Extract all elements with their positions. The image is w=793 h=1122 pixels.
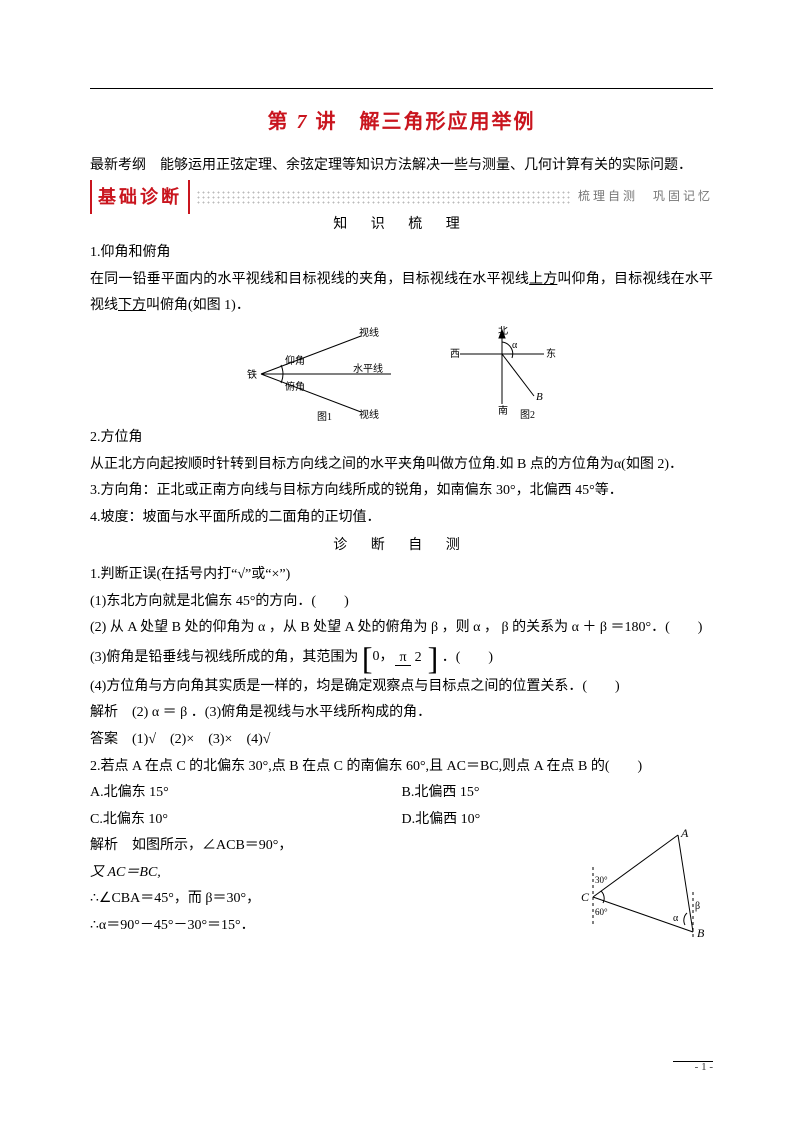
q1-ans: 答案 (1)√ (2)× (3)× (4)√ — [90, 727, 713, 754]
q1-i2: (2) 从 A 处望 B 处的仰角为 α ，从 B 处望 A 处的俯角为 β ，… — [90, 615, 713, 642]
svg-text:视线: 视线 — [359, 326, 379, 339]
section-label: 基础诊断 — [90, 180, 190, 214]
svg-text:南: 南 — [498, 404, 508, 417]
elevation-diagram: 视线 仰角 水平线 俯角 视线 图1 铁 — [241, 326, 411, 421]
svg-text:俯角: 俯角 — [285, 380, 305, 393]
q1-i4: (4)方位角与方向角其实质是一样的，均是确定观察点与目标点之间的位置关系．( ) — [90, 674, 713, 701]
svg-text:水平线: 水平线 — [353, 362, 383, 375]
svg-text:β: β — [695, 901, 700, 912]
subhead-test: 诊 断 自 测 — [90, 533, 713, 560]
intro-paragraph: 最新考纲 能够运用正弦定理、余弦定理等知识方法解决一些与测量、几何计算有关的实际… — [90, 153, 713, 180]
k4: 4.坡度：坡面与水平面所成的二面角的正切值． — [90, 505, 713, 532]
bearing-diagram: 北 西 东 南 B α 图2 — [442, 326, 562, 421]
svg-text:α: α — [673, 913, 679, 924]
q2-sol2: 又 AC＝BC, — [90, 860, 520, 887]
interval-expr: [0， π2 ] — [362, 642, 438, 674]
svg-text:北: 北 — [498, 326, 508, 337]
svg-text:C: C — [581, 890, 590, 904]
q2-sol1: 解析 如图所示，∠ACB＝90°， — [90, 833, 520, 860]
q1-i1: (1)东北方向就是北偏东 45°的方向．( ) — [90, 589, 713, 616]
section-right: 梳理自测 巩固记忆 — [578, 185, 713, 208]
svg-text:东: 东 — [546, 347, 556, 360]
q1-exp: 解析 (2) α ＝ β ．(3)俯角是视线与水平线所构成的角． — [90, 700, 713, 727]
svg-text:30°: 30° — [595, 875, 608, 885]
q2-sol3: ∴∠CBA＝45°，而 β＝30°， — [90, 886, 520, 913]
page-title: 第 7 讲 解三角形应用举例 — [90, 103, 713, 141]
q2-opts-row1: A.北偏东 15° B.北偏西 15° — [90, 780, 713, 807]
k1-body: 在同一铅垂平面内的水平视线和目标视线的夹角，目标视线在水平视线上方叫仰角，目标视… — [90, 267, 713, 320]
k2-head: 2.方位角 — [90, 425, 713, 452]
q2-stem: 2.若点 A 在点 C 的北偏东 30°,点 B 在点 C 的南偏东 60°,且… — [90, 754, 713, 781]
svg-text:图2: 图2 — [520, 409, 535, 421]
dots-filler — [196, 190, 570, 204]
svg-text:视线: 视线 — [359, 408, 379, 421]
opt-a: A.北偏东 15° — [90, 780, 402, 807]
diagram-row: 视线 仰角 水平线 俯角 视线 图1 铁 北 西 东 南 B α 图2 — [90, 326, 713, 421]
opt-c: C.北偏东 10° — [90, 807, 402, 834]
k2-body: 从正北方向起按顺时针转到目标方向线之间的水平夹角叫做方位角.如 B 点的方位角为… — [90, 452, 713, 479]
q1-head: 1.判断正误(在括号内打“√”或“×”) — [90, 562, 713, 589]
svg-text:铁: 铁 — [247, 368, 257, 381]
svg-text:α: α — [512, 340, 518, 351]
svg-text:西: 西 — [450, 349, 460, 360]
svg-text:仰角: 仰角 — [285, 355, 305, 367]
opt-b: B.北偏西 15° — [402, 780, 714, 807]
triangle-diagram: A B C 30° 60° α β — [573, 827, 713, 947]
svg-text:60°: 60° — [595, 907, 608, 917]
q2-sol4: ∴α＝90°－45°－30°＝15°． — [90, 913, 520, 940]
subhead-knowledge: 知 识 梳 理 — [90, 212, 713, 239]
q2-opts-row2: C.北偏东 10° D.北偏西 10° — [90, 807, 713, 834]
q1-i3: (3)俯角是铅垂线与视线所成的角，其范围为 [0， π2 ] ．( ) — [90, 642, 713, 674]
k1-head: 1.仰角和俯角 — [90, 240, 713, 267]
section-bar-basics: 基础诊断 梳理自测 巩固记忆 — [90, 186, 713, 208]
svg-text:B: B — [536, 391, 543, 403]
page-number: - 1 - — [695, 1057, 713, 1078]
svg-text:图1: 图1 — [317, 411, 332, 421]
svg-text:B: B — [697, 926, 705, 940]
opt-d: D.北偏西 10° — [402, 807, 714, 834]
k3: 3.方向角：正北或正南方向线与目标方向线所成的锐角，如南偏东 30°，北偏西 4… — [90, 478, 713, 505]
